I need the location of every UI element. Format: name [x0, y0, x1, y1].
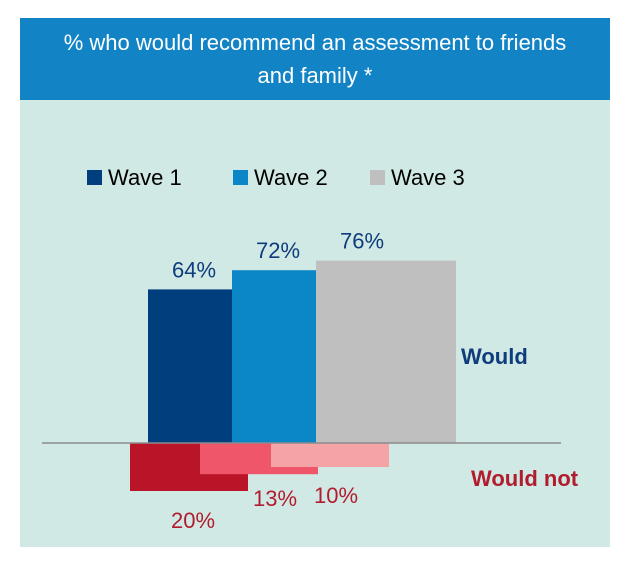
legend-label-wave-3: Wave 3	[391, 165, 465, 190]
annotation-would-not: Would not	[471, 466, 579, 491]
bar-would-wave-2	[232, 270, 316, 443]
legend-swatch-wave-2	[233, 170, 248, 185]
data-label-would-wave-3: 76%	[340, 229, 384, 254]
data-label-would-not-wave-1: 20%	[171, 508, 215, 533]
annotation-would: Would	[461, 344, 528, 369]
data-label-would-not-wave-2: 13%	[253, 486, 297, 511]
legend-swatch-wave-1	[87, 170, 102, 185]
data-label-would-not-wave-3: 10%	[314, 483, 358, 508]
data-label-would-wave-1: 64%	[172, 257, 216, 282]
legend-label-wave-2: Wave 2	[254, 165, 328, 190]
data-label-would-wave-2: 72%	[256, 238, 300, 263]
legend-swatch-wave-3	[370, 170, 385, 185]
legend-label-wave-1: Wave 1	[108, 165, 182, 190]
bar-would-not-wave-3	[271, 443, 389, 467]
bar-would-wave-3	[316, 260, 456, 443]
bar-would-wave-1	[148, 289, 232, 443]
chart-title-banner: % who would recommend an assessment to f…	[20, 18, 610, 100]
chart-title: % who would recommend an assessment to f…	[63, 30, 567, 88]
